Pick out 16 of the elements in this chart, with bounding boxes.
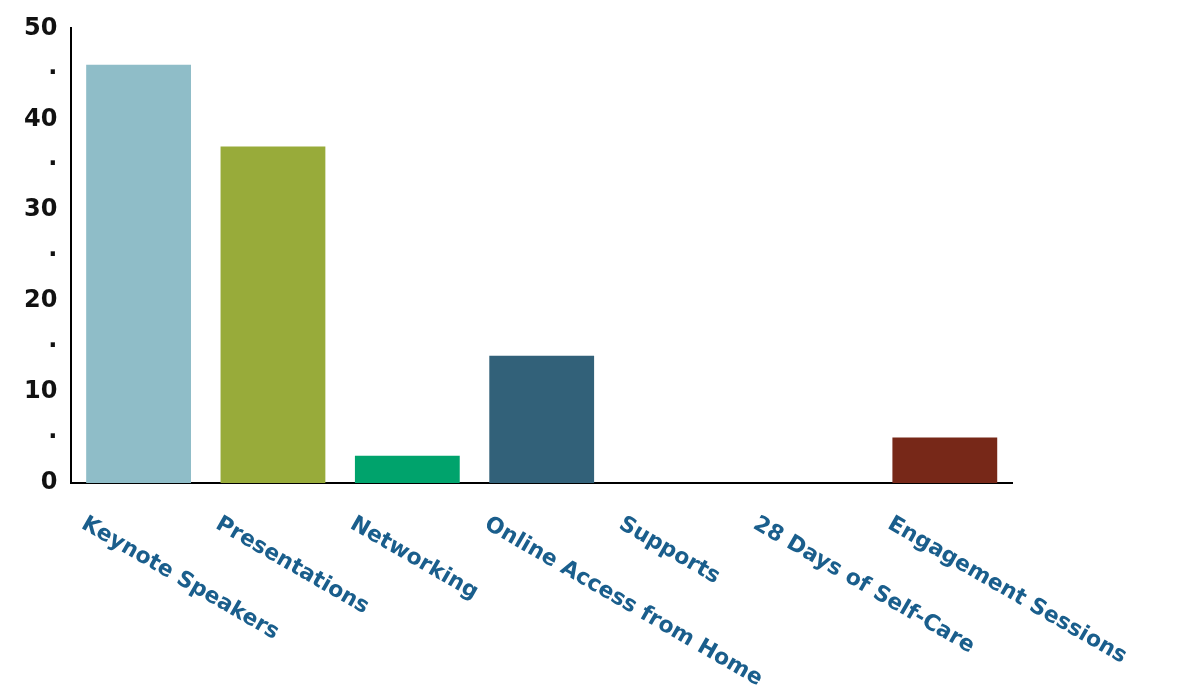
y-tick-label: 30 [23, 194, 58, 223]
bar [220, 146, 326, 483]
y-tick-label: · [48, 330, 58, 359]
y-tick-label: · [48, 58, 58, 87]
bar [354, 455, 460, 483]
bar [86, 64, 191, 483]
y-tick-label: 50 [23, 12, 58, 41]
y-tick-label: 10 [23, 376, 58, 405]
bar [892, 437, 998, 483]
y-tick-label: · [48, 149, 58, 178]
y-tick-label: 20 [23, 285, 58, 314]
bar [489, 355, 595, 483]
y-tick-label: 40 [23, 103, 58, 132]
y-tick-label: · [48, 421, 58, 450]
y-tick-label: 0 [40, 467, 58, 496]
y-tick-label: · [48, 239, 58, 268]
